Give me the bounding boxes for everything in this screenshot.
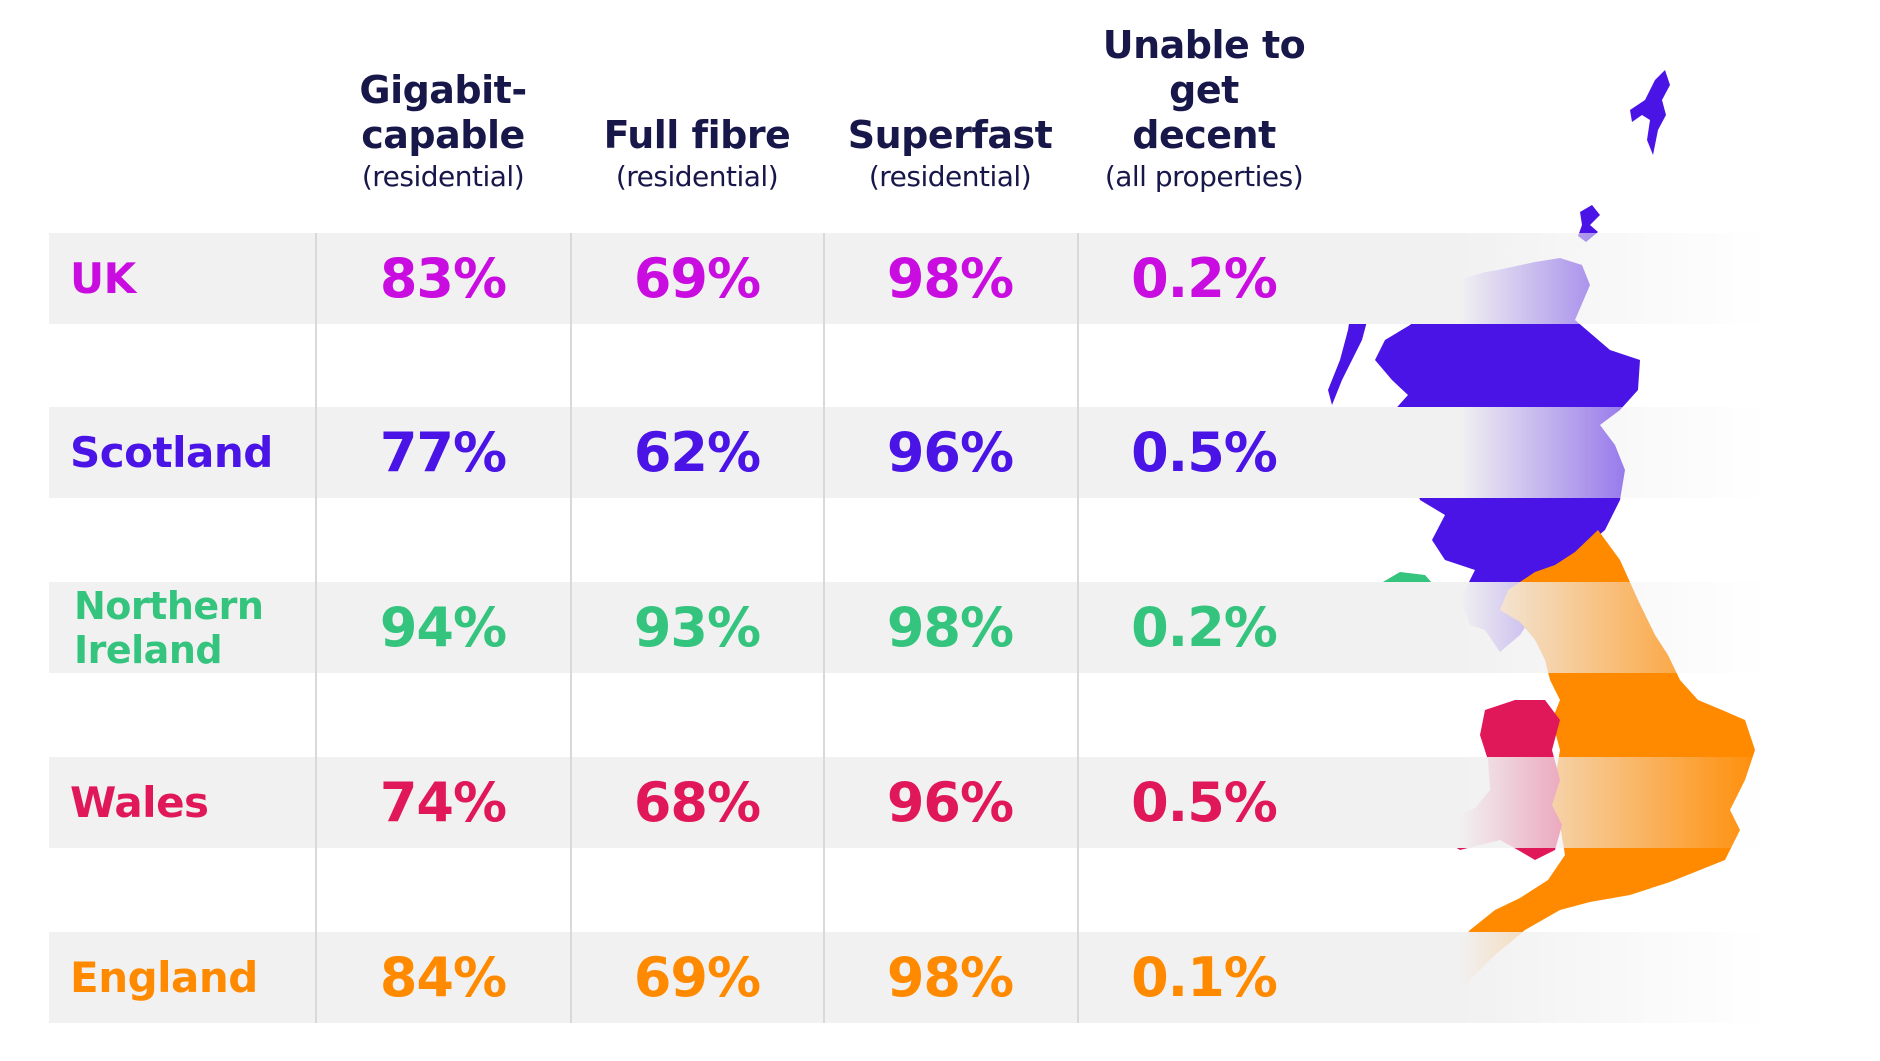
column-header-fibre: Full fibre (residential): [572, 56, 822, 196]
table-cell: 0.2%: [1131, 247, 1278, 310]
table-cell: 0.5%: [1131, 771, 1278, 834]
column-title: Full fibre: [603, 113, 791, 157]
row-label-england: England: [70, 952, 258, 1002]
table-cell: 98%: [886, 247, 1014, 310]
table-cell: 68%: [633, 771, 761, 834]
orkney-islands: [1578, 205, 1600, 242]
column-subtitle: (residential): [615, 160, 779, 193]
table-cell: 62%: [633, 421, 761, 484]
column-divider: [315, 233, 317, 1023]
column-header-superfast: Superfast (residential): [825, 56, 1075, 196]
column-title: Unable to get decent: [1102, 23, 1306, 157]
table-cell: 69%: [633, 247, 761, 310]
column-header-unable: Unable to get decent (all properties): [1079, 23, 1329, 196]
column-header-gigabit: Gigabit-capable (residential): [318, 56, 568, 196]
table-cell: 98%: [886, 946, 1014, 1009]
table-cell: 0.5%: [1131, 421, 1278, 484]
uk-map: [1328, 70, 1755, 1005]
column-divider: [570, 233, 572, 1023]
row-band-wales: [49, 757, 1769, 848]
table-cell: 77%: [379, 421, 507, 484]
column-subtitle: (all properties): [1104, 160, 1304, 193]
column-divider: [1077, 233, 1079, 1023]
table-cell: 69%: [633, 946, 761, 1009]
column-subtitle: (residential): [868, 160, 1032, 193]
table-cell: 0.1%: [1131, 946, 1278, 1009]
column-title: Superfast: [847, 113, 1053, 157]
row-label-scotland: Scotland: [70, 427, 273, 477]
table-cell: 96%: [886, 771, 1014, 834]
column-subtitle: (residential): [361, 160, 525, 193]
column-title: Gigabit-capable: [359, 68, 527, 157]
table-cell: 93%: [633, 596, 761, 659]
shetland-islands: [1630, 70, 1670, 155]
row-label-northern-ireland: Northern Ireland: [74, 583, 264, 672]
row-band-uk: [49, 233, 1769, 324]
row-band-england: [49, 932, 1769, 1023]
row-band-northern-ireland: [49, 582, 1769, 673]
row-label-wales: Wales: [70, 777, 209, 827]
table-cell: 94%: [379, 596, 507, 659]
table-cell: 0.2%: [1131, 596, 1278, 659]
table-cell: 83%: [379, 247, 507, 310]
table-cell: 98%: [886, 596, 1014, 659]
row-band-scotland: [49, 407, 1769, 498]
table-cell: 84%: [379, 946, 507, 1009]
table-cell: 74%: [379, 771, 507, 834]
column-divider: [823, 233, 825, 1023]
table-cell: 96%: [886, 421, 1014, 484]
row-label-uk: UK: [70, 253, 136, 303]
